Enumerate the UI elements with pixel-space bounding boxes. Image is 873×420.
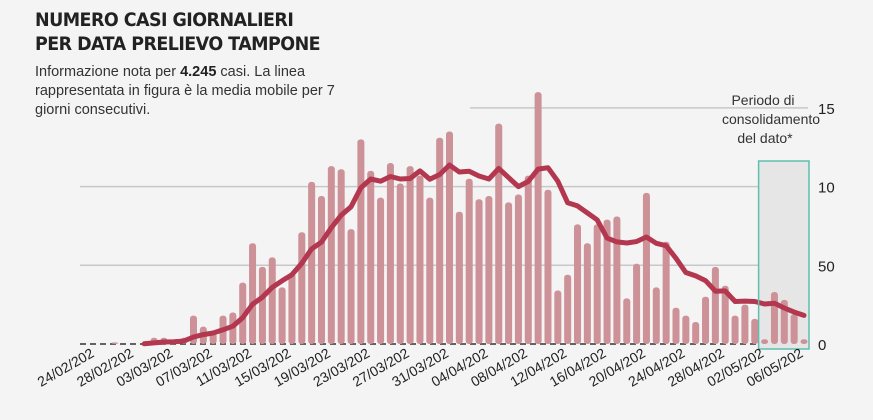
y-tick-label: 0 xyxy=(818,337,826,354)
bar xyxy=(623,298,631,344)
highlight-label-1: Periodo di xyxy=(731,92,794,108)
bar xyxy=(662,241,670,344)
bar xyxy=(721,285,729,344)
bar xyxy=(436,137,444,344)
y-tick-label: 15 xyxy=(818,101,835,118)
bar xyxy=(308,181,316,344)
bar xyxy=(406,166,414,344)
bar xyxy=(288,273,296,344)
bar xyxy=(770,292,778,344)
bar xyxy=(741,304,749,344)
bar xyxy=(396,183,404,344)
chart-subtitle: Informazione nota per 4.245 casi. La lin… xyxy=(35,63,365,120)
bar xyxy=(258,266,266,344)
bar xyxy=(761,339,769,344)
bar xyxy=(534,92,542,344)
highlight-label-3: del dato* xyxy=(737,130,793,146)
bar xyxy=(583,243,591,344)
bar xyxy=(633,263,641,344)
bar xyxy=(377,197,385,344)
bar xyxy=(239,282,247,344)
bar xyxy=(475,199,483,344)
bar xyxy=(367,170,375,344)
bar xyxy=(672,307,680,344)
moving-average-line xyxy=(141,162,807,347)
bar xyxy=(544,189,552,344)
bar xyxy=(751,318,759,344)
bar xyxy=(642,192,650,344)
y-tick-label: 10 xyxy=(818,180,835,197)
bar xyxy=(268,257,276,344)
case-count: 4.245 xyxy=(180,64,217,80)
bar xyxy=(800,339,808,344)
bar xyxy=(495,123,503,344)
bar xyxy=(574,224,582,344)
bar xyxy=(514,194,522,344)
bar xyxy=(593,224,601,344)
bar xyxy=(790,314,798,344)
bar xyxy=(446,131,453,344)
bar xyxy=(682,315,690,344)
bar xyxy=(426,197,434,344)
bar xyxy=(613,216,621,344)
bar xyxy=(249,243,257,344)
bar xyxy=(337,169,345,344)
bar xyxy=(692,321,700,344)
bar xyxy=(652,287,660,344)
highlight-label-2: consolidamento xyxy=(722,111,820,127)
bar xyxy=(347,229,355,344)
bar xyxy=(111,342,119,344)
bar xyxy=(524,175,532,344)
y-tick-label: 50 xyxy=(818,258,835,275)
bar xyxy=(416,175,424,344)
bar xyxy=(711,266,719,344)
bar xyxy=(564,274,572,344)
bar xyxy=(731,315,739,344)
bar xyxy=(702,296,710,344)
bar xyxy=(278,287,286,344)
bar xyxy=(465,178,473,344)
bar xyxy=(455,211,463,344)
bar xyxy=(603,219,611,344)
subtitle-prefix: Informazione nota per xyxy=(35,64,181,80)
bar xyxy=(485,196,493,344)
title-line-2: PER DATA PRELIEVO TAMPONE xyxy=(35,33,321,55)
bar xyxy=(327,166,335,344)
bar xyxy=(554,290,562,344)
title-line-1: NUMERO CASI GIORNALIERI xyxy=(35,9,294,31)
chart-title: NUMERO CASI GIORNALIERI PER DATA PRELIEV… xyxy=(35,8,321,56)
bar xyxy=(298,232,306,344)
bar xyxy=(505,202,513,344)
consolidation-period-box xyxy=(757,160,810,350)
bar xyxy=(386,162,394,344)
subtitle-suffix: casi. La linea rappresentata in figura è… xyxy=(35,64,335,118)
bar xyxy=(357,139,365,344)
bar xyxy=(317,196,325,344)
